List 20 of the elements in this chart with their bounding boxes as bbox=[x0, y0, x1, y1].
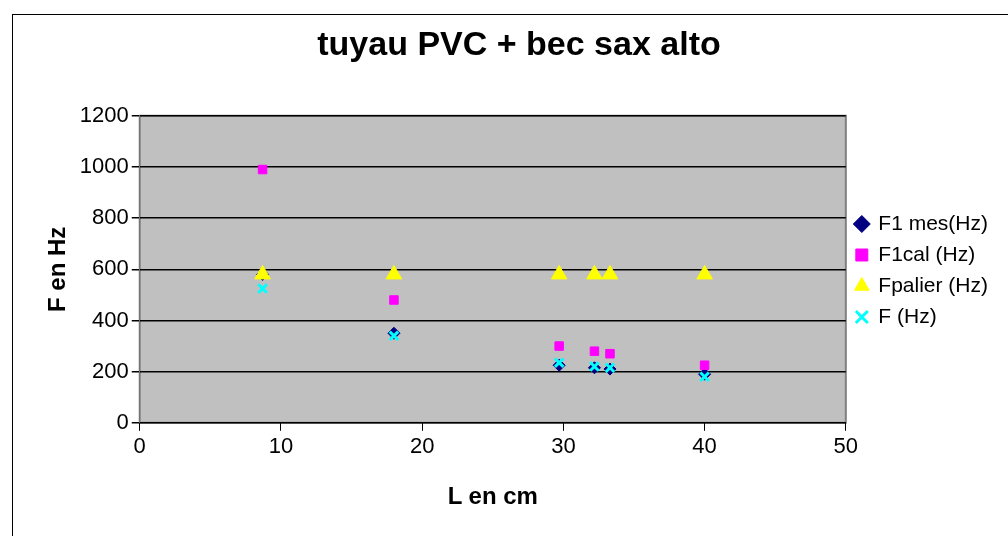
x-tick-label: 30 bbox=[551, 433, 576, 459]
y-tick-label: 600 bbox=[92, 255, 129, 281]
x-axis-title: L en cm bbox=[447, 482, 538, 510]
chart-title: tuyau PVC + bec sax alto bbox=[317, 23, 721, 62]
y-tick-label: 200 bbox=[92, 357, 129, 383]
legend-label: F (Hz) bbox=[878, 303, 937, 327]
x-tick-label: 50 bbox=[833, 433, 859, 459]
y-axis-title: F en Hz bbox=[43, 226, 71, 312]
legend-label: F1cal (Hz) bbox=[878, 241, 976, 265]
x-tick-label: 40 bbox=[692, 433, 717, 459]
y-tick-label: 1200 bbox=[79, 101, 129, 127]
x-tick-label: 10 bbox=[268, 433, 294, 459]
legend-label: F1 mes(Hz) bbox=[878, 210, 988, 234]
y-tick-label: 400 bbox=[92, 306, 129, 332]
x-tick-label: 0 bbox=[133, 433, 146, 459]
y-tick-label: 0 bbox=[116, 408, 129, 434]
x-tick-label: 20 bbox=[409, 433, 435, 459]
y-tick-label: 800 bbox=[92, 204, 129, 230]
y-tick-label: 1000 bbox=[79, 153, 129, 179]
legend-label: Fpalier (Hz) bbox=[878, 272, 989, 296]
